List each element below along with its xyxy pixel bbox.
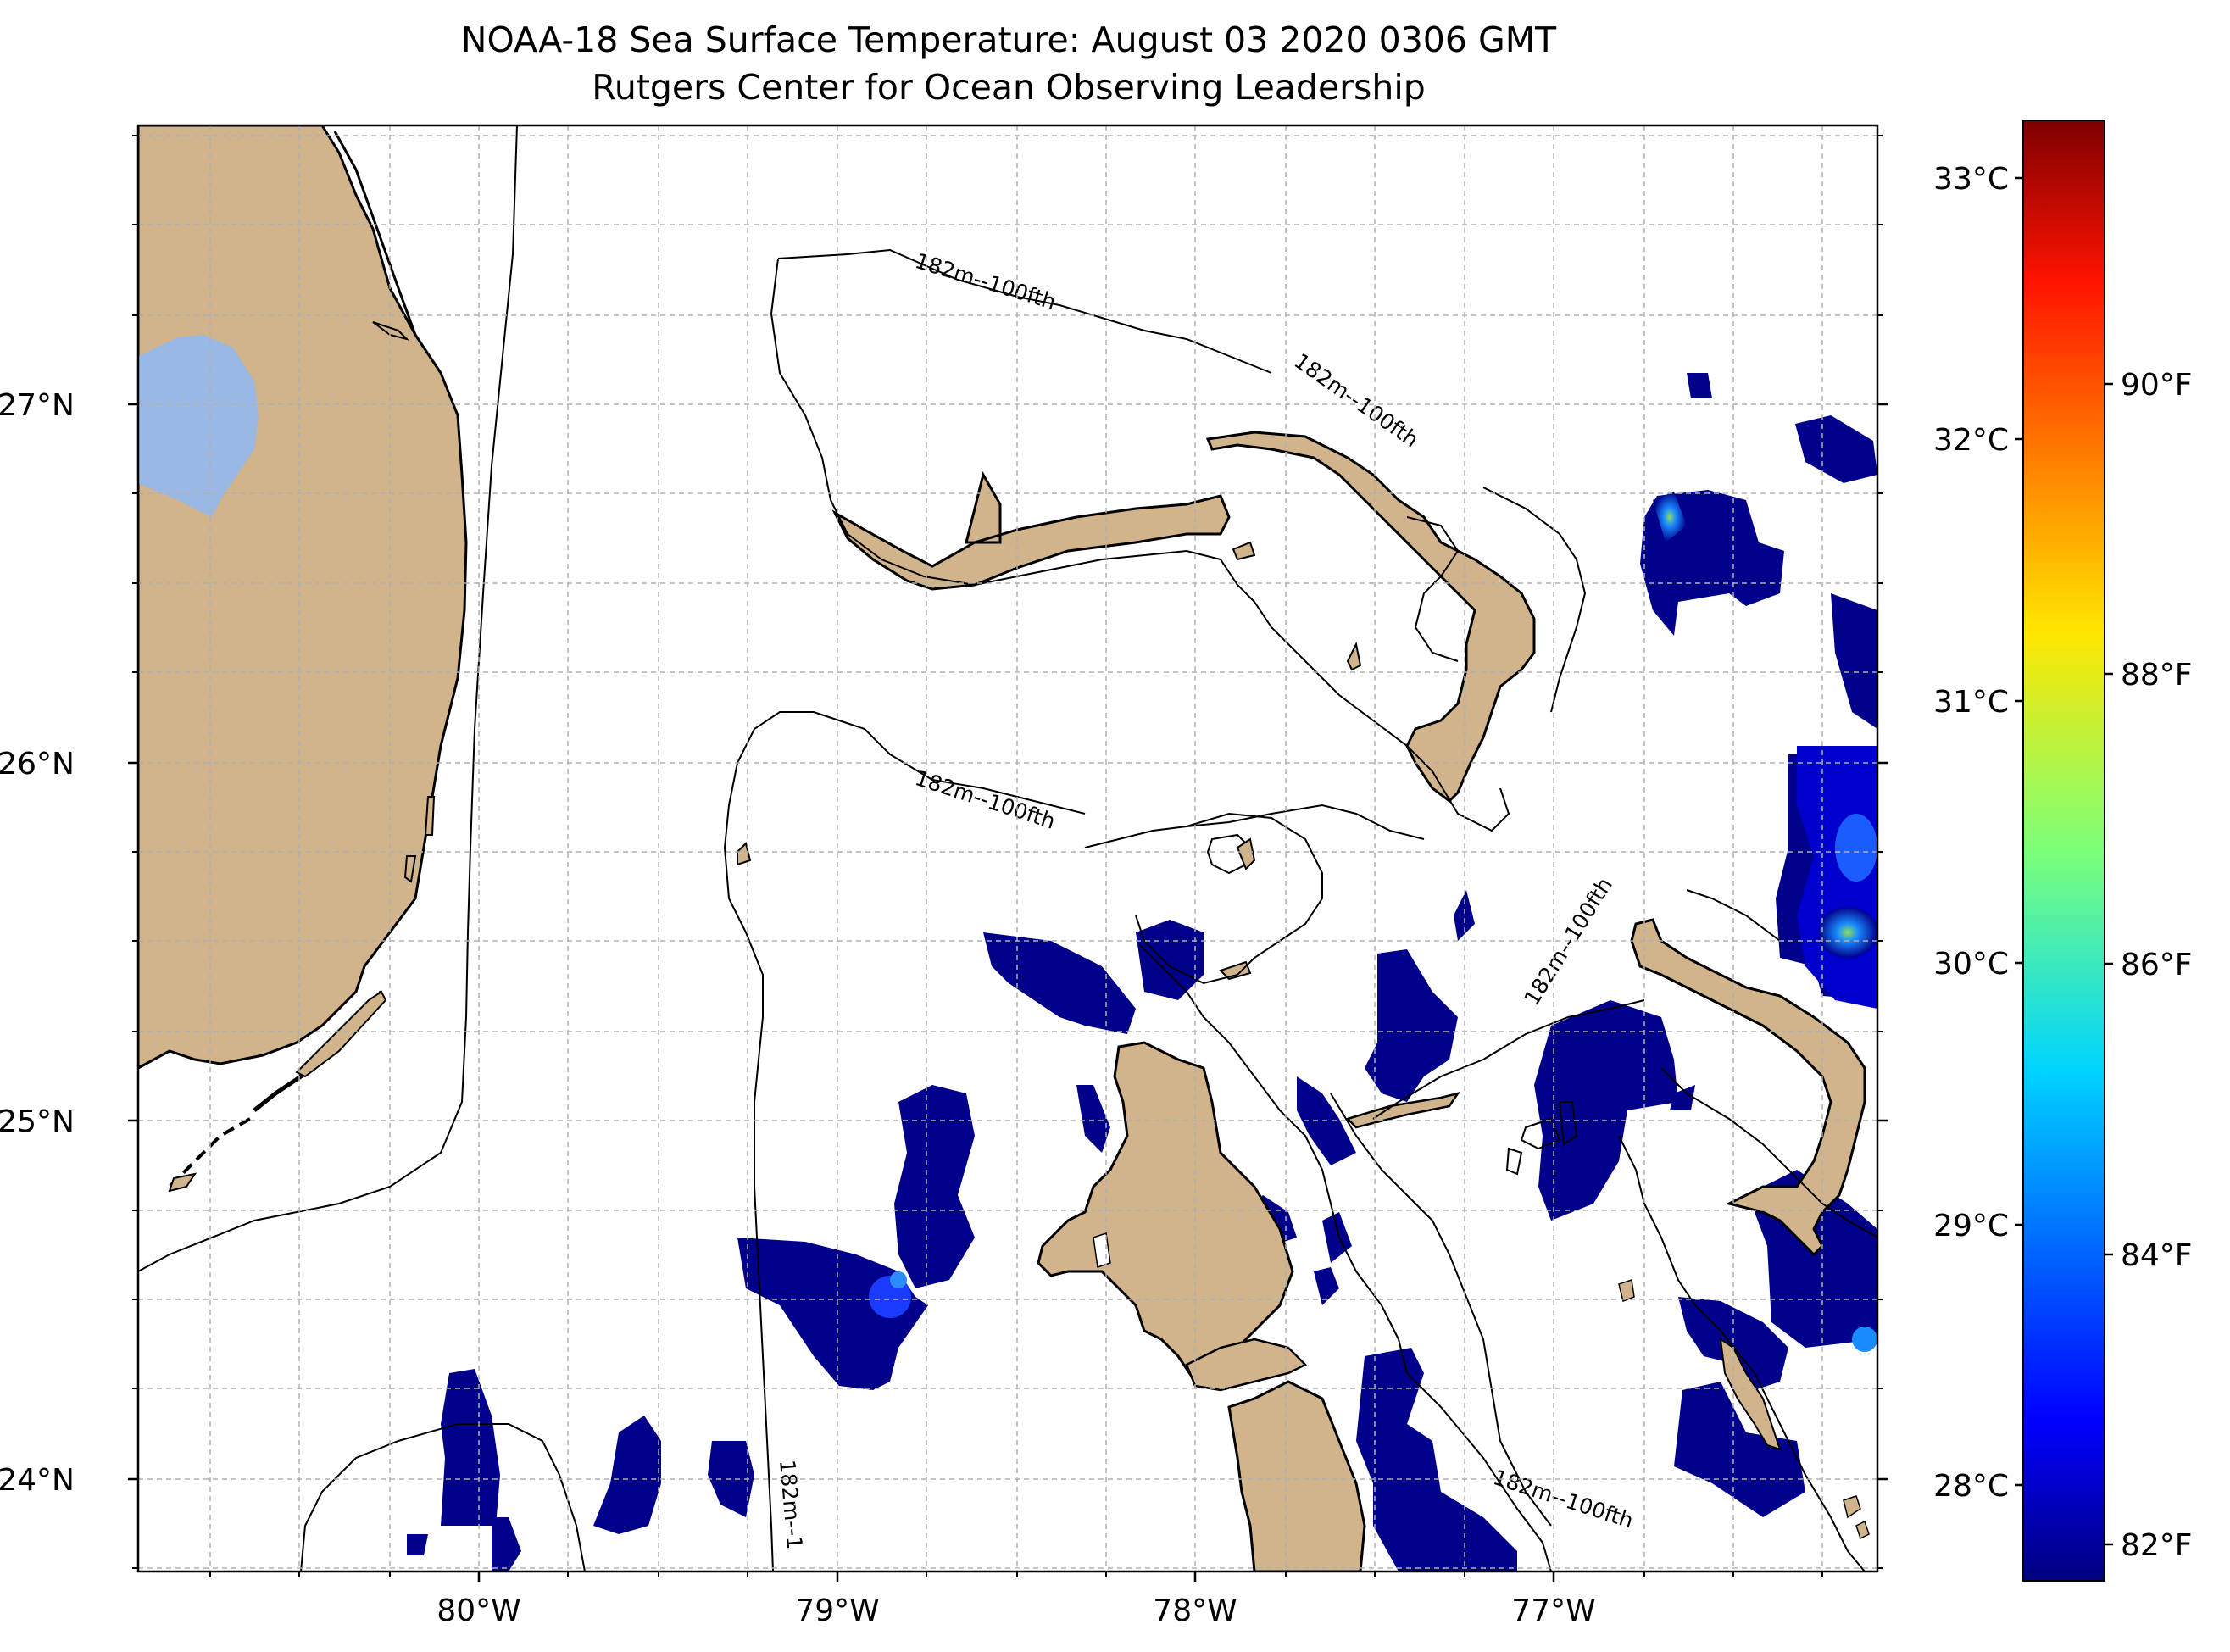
gridlines xyxy=(138,125,1877,1571)
colorbar-ticks-right xyxy=(2105,382,2113,1546)
minor-ticks xyxy=(132,135,1883,1577)
celsius-tick-label: 28°C xyxy=(1933,1469,2009,1504)
berry-islands xyxy=(1206,833,1252,875)
map-panel: 182m--100fth 182m--100fth 182m--100fth 1… xyxy=(138,125,1877,1571)
fahrenheit-tick-label: 84°F xyxy=(2121,1238,2193,1273)
celsius-tick-label: 32°C xyxy=(1933,423,2009,458)
andros-south xyxy=(1227,1380,1366,1571)
cay-small xyxy=(1219,960,1252,981)
colorbar-ticks-left xyxy=(2015,176,2023,1487)
lon-tick-label: 78°W xyxy=(1153,1594,1237,1628)
fahrenheit-tick-label: 82°F xyxy=(2121,1528,2193,1563)
celsius-tick-label: 29°C xyxy=(1933,1209,2009,1243)
andros-island xyxy=(1037,1041,1294,1383)
exuma-cays xyxy=(1719,1337,1782,1451)
celsius-tick-label: 33°C xyxy=(1933,162,2009,197)
lon-tick-label: 79°W xyxy=(795,1594,879,1628)
chart-subtitle: Rutgers Center for Ocean Observing Leade… xyxy=(592,67,1426,108)
celsius-tick-label: 30°C xyxy=(1933,947,2009,982)
abaco-islands xyxy=(1205,431,1536,803)
map-frame xyxy=(136,124,1879,1573)
abaco-cay xyxy=(1346,641,1362,671)
colorbar-gradient xyxy=(2022,120,2105,1582)
lat-tick-label: 24°N xyxy=(0,1463,75,1498)
sst-warm-patches xyxy=(869,492,1877,1352)
celsius-tick-label: 31°C xyxy=(1933,685,2009,720)
grand-bahama-island xyxy=(831,471,1231,591)
colorbar: 33°C 32°C 31°C 30°C 29°C 28°C 90°F 88°F … xyxy=(1933,120,2193,1582)
major-ticks xyxy=(128,403,1888,1582)
lat-tick-label: 27°N xyxy=(0,388,75,423)
lat-tick-label: 26°N xyxy=(0,747,75,782)
lon-tick-label: 80°W xyxy=(437,1594,520,1628)
eleuthera-island xyxy=(1630,918,1866,1257)
florida-land xyxy=(138,125,468,1193)
fahrenheit-tick-label: 90°F xyxy=(2121,368,2193,403)
lat-tick-label: 25°N xyxy=(0,1104,75,1139)
andros-middle xyxy=(1185,1338,1308,1392)
grand-bahama-cay xyxy=(1232,541,1256,561)
berry-cay xyxy=(1236,837,1256,870)
bimini-island xyxy=(737,842,752,866)
chart-title: NOAA-18 Sea Surface Temperature: August … xyxy=(460,19,1557,60)
fahrenheit-tick-label: 88°F xyxy=(2121,658,2193,693)
fahrenheit-tick-label: 86°F xyxy=(2121,948,2193,982)
bathymetry-contours xyxy=(138,125,1877,1571)
lon-tick-label: 77°W xyxy=(1511,1594,1595,1628)
